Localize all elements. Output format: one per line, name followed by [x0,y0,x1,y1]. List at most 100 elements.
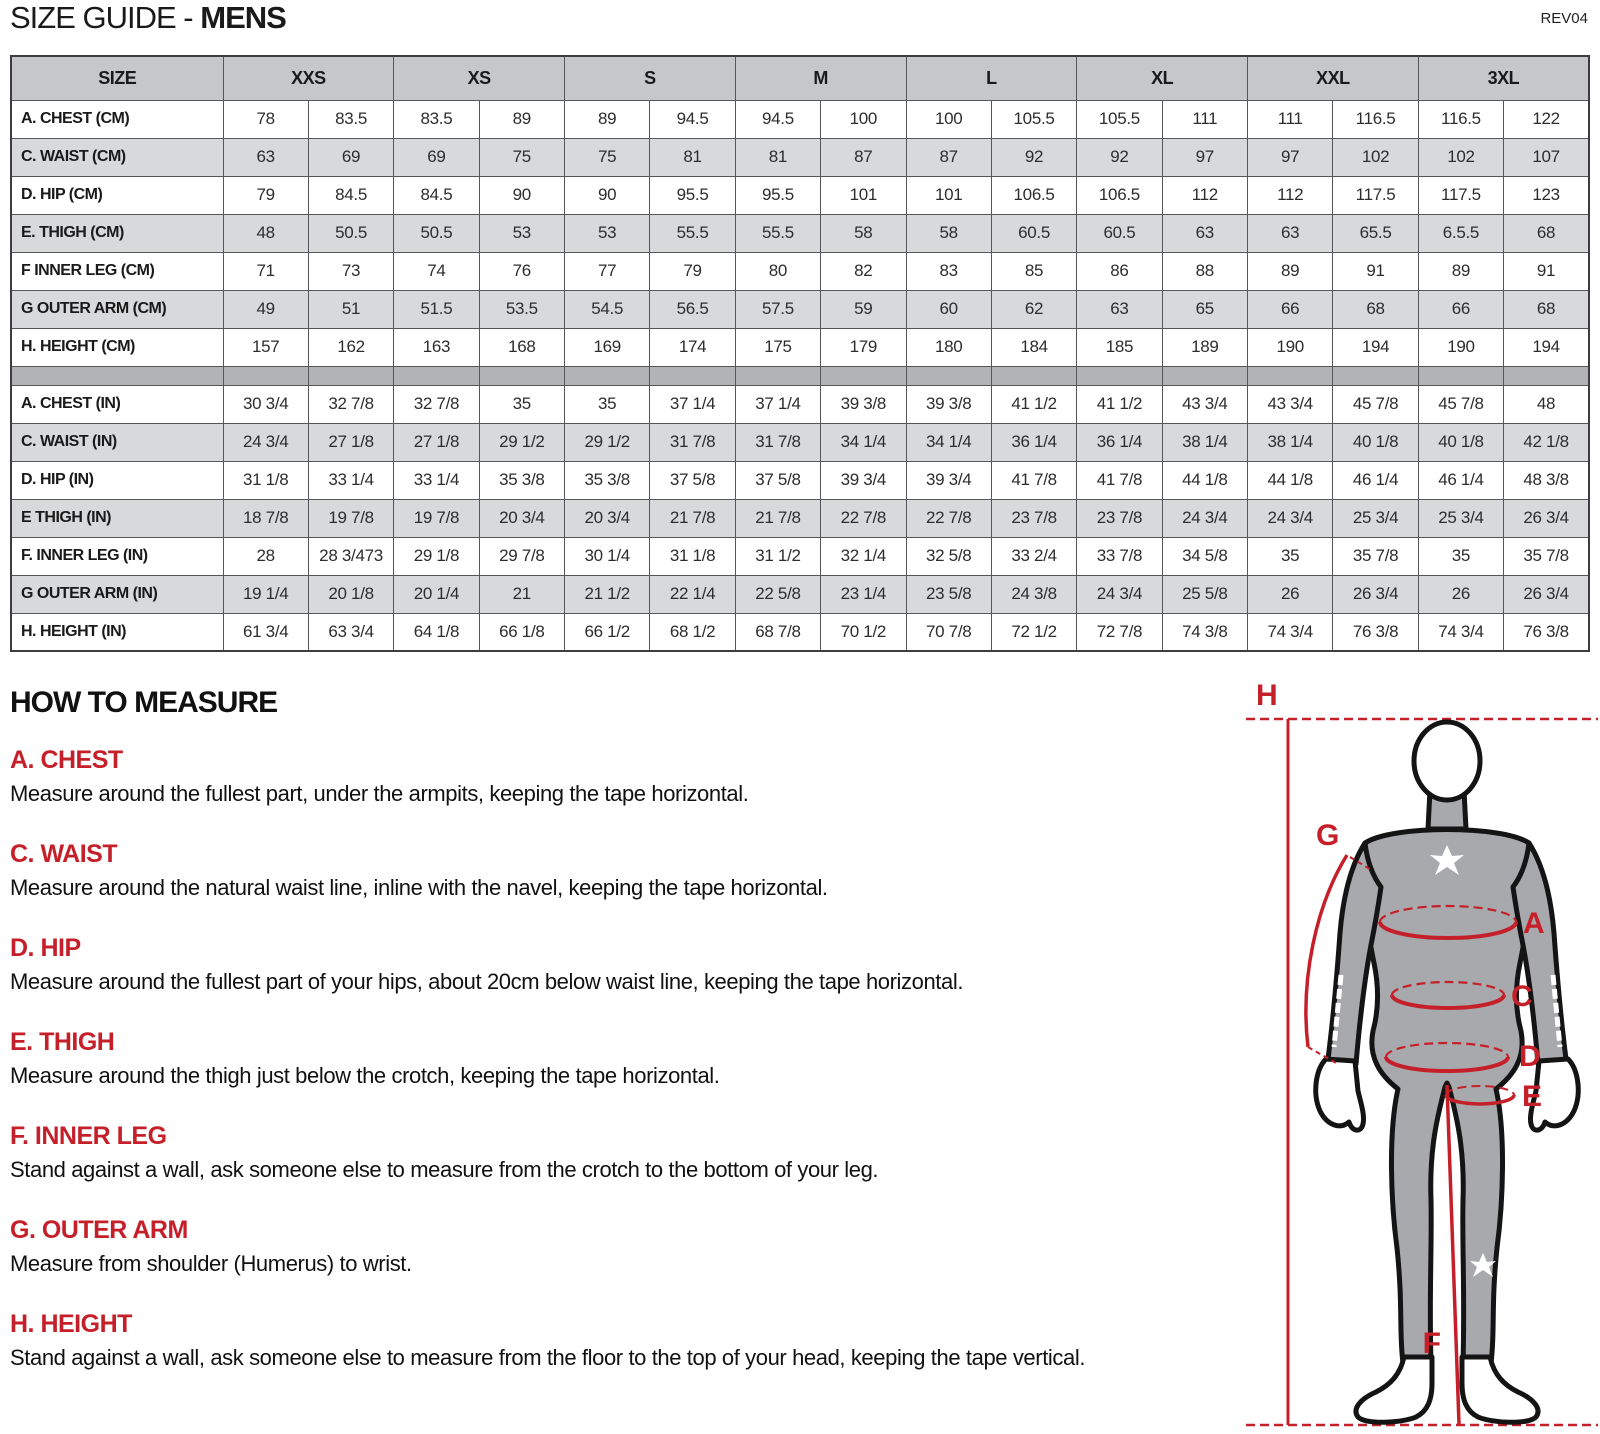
table-cell: 39 3/8 [820,384,907,424]
row-label: D. HIP (CM) [10,175,224,215]
measure-heading: E. THIGH [10,1028,115,1056]
table-cell: 31 7/8 [734,422,822,462]
table-cell: 37 5/8 [649,460,736,500]
table-cell: 37 5/8 [734,460,822,500]
table-cell: 63 [1076,289,1163,329]
table-cell: 29 1/2 [478,422,566,462]
table-cell: 71 [222,251,309,291]
separator-cell [649,365,736,386]
table-cell: 38 1/4 [1161,422,1249,462]
right-hand-shape [1528,1056,1581,1133]
table-cell: 35 3/8 [478,460,566,500]
table-cell: 157 [222,327,309,367]
figure-label-hip: D [1519,1040,1540,1073]
table-row: F INNER LEG (CM) 71 73 74 76 77 79 80 82 83 85 86 88… [10,251,1590,291]
table-row: D. HIP (IN) 31 1/8 33 1/4 33 1/4 35 3/8 35 3/… [10,460,1590,500]
measure-heading: A. CHEST [10,746,123,774]
size-header-xs: XS [393,55,565,101]
table-row: D. HIP (CM) 79 84.5 84.5 90 90 95.5 95.5 101 101 1… [10,175,1590,215]
size-header-l: L [905,55,1078,101]
table-cell: 21 7/8 [649,498,736,538]
table-row: C. WAIST (IN) 24 3/4 27 1/8 27 1/8 29 1/2 29 … [10,422,1590,462]
right-arm-shape [1510,840,1569,1067]
table-cell: 23 7/8 [1076,498,1163,538]
unit-separator-row [10,365,1590,386]
table-cell: 24 3/4 [1161,498,1249,538]
measure-text: Measure around the natural waist line, i… [10,875,828,900]
table-cell: 81 [649,137,736,177]
table-cell: 34 1/4 [905,422,992,462]
measurement-diagram: H G A C D E F [1240,675,1600,1434]
table-cell: 60.5 [1076,213,1163,253]
outer-arm-tick-top [1349,856,1374,872]
table-row: G OUTER ARM (CM) 49 51 51.5 53.5 54.5 56.5 57.5… [10,289,1590,329]
table-cell: 72 7/8 [1076,612,1163,652]
table-cell: 68 [1503,289,1590,329]
table-cell: 19 7/8 [307,498,395,538]
table-row: A. CHEST (IN) 30 3/4 32 7/8 32 7/8 35 35 37 1/… [10,384,1590,424]
table-row: E THIGH (IN) 18 7/8 19 7/8 19 7/8 20 3/4 20 3… [10,498,1590,538]
table-cell: 77 [563,251,651,291]
table-cell: 105.5 [1076,99,1163,139]
table-cell: 116.5 [1332,99,1419,139]
table-cell: 29 1/8 [393,536,480,576]
table-cell: 83.5 [307,99,395,139]
thigh-ellipse-back [1445,1085,1515,1096]
table-cell: 123 [1503,175,1590,215]
table-cell: 30 1/4 [563,536,651,576]
table-cell: 55.5 [734,213,822,253]
table-cell: 162 [307,327,395,367]
table-cell: 50.5 [307,213,395,253]
table-row: H. HEIGHT (CM) 157 162 163 168 169 174 175 179 18… [10,327,1590,367]
table-cell: 83.5 [393,99,480,139]
figure-label-height: H [1256,679,1277,712]
figure-label-waist: C [1511,980,1532,1013]
table-cell: 24 3/4 [1246,498,1334,538]
table-cell: 49 [222,289,309,329]
size-table-body: A. CHEST (CM) 78 83.5 83.5 89 89 94.5 94.5 100 10… [10,99,1590,652]
table-cell: 19 1/4 [222,574,309,614]
table-cell: 35 [1417,536,1505,576]
table-cell: 102 [1417,137,1505,177]
table-cell: 42 1/8 [1503,422,1590,462]
row-label: E. THIGH (CM) [10,213,224,253]
table-cell: 32 7/8 [393,384,480,424]
table-cell: 66 [1417,289,1505,329]
table-cell: 89 [478,99,566,139]
table-cell: 80 [734,251,822,291]
measure-text: Measure around the thigh just below the … [10,1063,720,1088]
table-cell: 76 [478,251,566,291]
table-cell: 35 7/8 [1332,536,1419,576]
calf-logo-icon [1470,1253,1496,1277]
row-label: F. INNER LEG (IN) [10,536,224,576]
table-cell: 68 1/2 [649,612,736,652]
how-to-measure-sections: A. CHEST Measure around the fullest part,… [10,746,1230,1371]
table-cell: 168 [478,327,566,367]
table-cell: 106.5 [1076,175,1163,215]
table-cell: 21 [478,574,566,614]
table-cell: 20 3/4 [563,498,651,538]
how-to-measure: HOW TO MEASURE A. CHEST Measure around th… [10,686,1230,1404]
table-row: G OUTER ARM (IN) 19 1/4 20 1/8 20 1/4 21 21 1… [10,574,1590,614]
table-cell: 34 1/4 [820,422,907,462]
table-cell: 66 1/2 [563,612,651,652]
separator-cell [820,365,907,386]
table-cell: 37 1/4 [649,384,736,424]
row-label: G OUTER ARM (IN) [10,574,224,614]
table-cell: 86 [1076,251,1163,291]
left-hand-shape [1313,1056,1366,1133]
table-cell: 22 5/8 [734,574,822,614]
measure-text: Stand against a wall, ask someone else t… [10,1157,879,1182]
table-cell: 116.5 [1417,99,1505,139]
table-cell: 28 [222,536,309,576]
table-cell: 94.5 [649,99,736,139]
table-cell: 179 [820,327,907,367]
table-cell: 75 [478,137,566,177]
table-cell: 83 [905,251,992,291]
table-cell: 21 7/8 [734,498,822,538]
table-cell: 48 3/8 [1503,460,1590,500]
table-cell: 63 [1161,213,1249,253]
separator-cell [1076,365,1163,386]
separator-cell [393,365,480,386]
hip-ellipse-front [1384,1056,1510,1073]
